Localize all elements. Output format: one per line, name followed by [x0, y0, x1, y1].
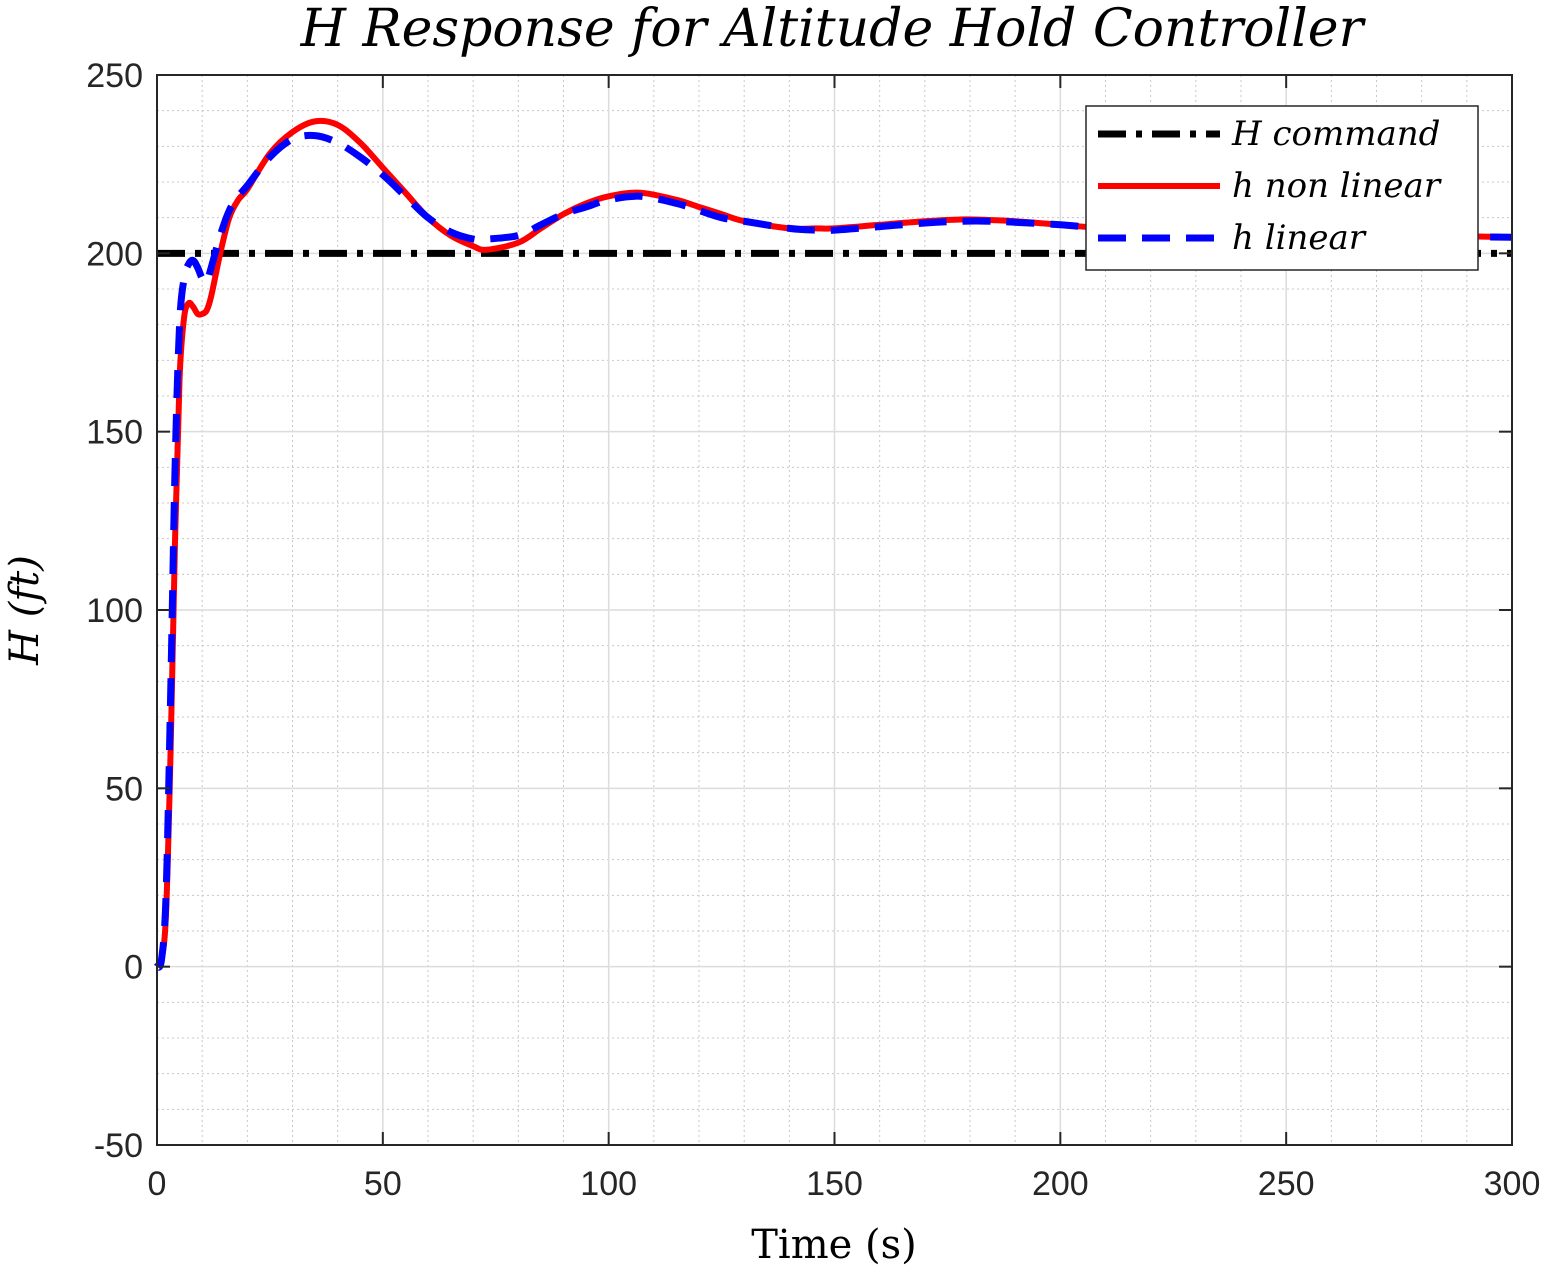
y-tick-label: 200 — [86, 235, 143, 273]
y-tick-labels: -50 0 50 100 150 200 250 — [86, 57, 143, 1165]
y-tick-label: -50 — [94, 1127, 143, 1165]
legend-entries: H command h non linear h linear — [1098, 114, 1442, 258]
y-tick-label: 250 — [86, 57, 143, 95]
x-tick-label: 150 — [806, 1165, 863, 1203]
y-tick-label: 150 — [86, 414, 143, 452]
x-tick-label: 300 — [1484, 1165, 1541, 1203]
x-tick-label: 250 — [1258, 1165, 1315, 1203]
x-axis-label: Time (s) — [751, 1222, 917, 1268]
y-tick-label: 0 — [124, 949, 143, 987]
legend-label-h-non-linear: h non linear — [1232, 166, 1442, 206]
x-tick-labels: 0 50 100 150 200 250 300 — [148, 1165, 1541, 1203]
tick-marks — [156, 74, 1513, 1146]
x-tick-label: 100 — [580, 1165, 637, 1203]
x-tick-label: 0 — [148, 1165, 167, 1203]
y-tick-label: 50 — [105, 770, 143, 808]
series-line-h-linear — [153, 131, 1513, 971]
series-layer — [153, 117, 1513, 971]
legend: H command h non linear h linear — [1085, 105, 1479, 271]
legend-label-h-command: H command — [1231, 114, 1440, 154]
y-tick-label: 100 — [86, 592, 143, 630]
x-tick-label: 50 — [364, 1165, 402, 1203]
x-tick-label: 200 — [1032, 1165, 1089, 1203]
y-axis-label: H (ft) — [2, 555, 48, 666]
chart-title: H Response for Altitude Hold Controller — [300, 0, 1367, 59]
legend-label-h-linear: h linear — [1232, 218, 1367, 258]
